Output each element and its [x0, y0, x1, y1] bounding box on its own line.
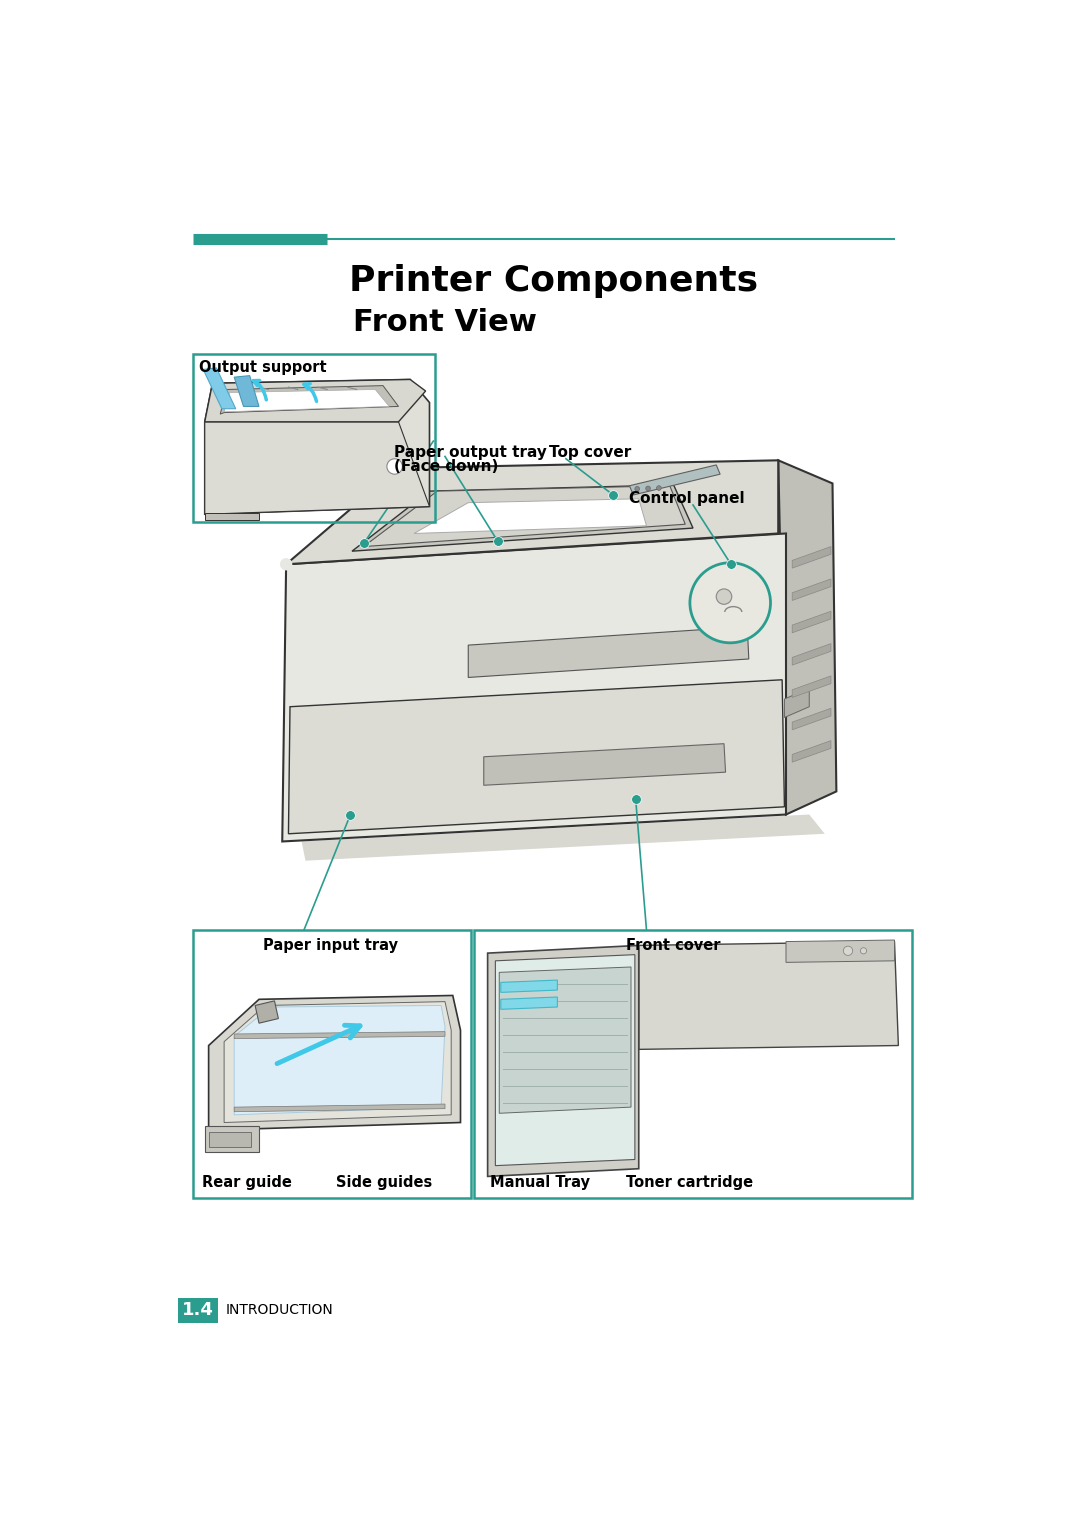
Polygon shape [286, 461, 779, 565]
Circle shape [280, 559, 293, 571]
Polygon shape [793, 578, 831, 600]
Bar [193, 929, 471, 1198]
Polygon shape [205, 421, 430, 514]
Text: Paper input tray: Paper input tray [262, 937, 397, 952]
Polygon shape [225, 1001, 451, 1123]
Text: Printer Components: Printer Components [349, 264, 758, 298]
Polygon shape [793, 676, 831, 697]
Polygon shape [234, 1103, 445, 1112]
Text: Toner cartridge: Toner cartridge [625, 1175, 753, 1190]
Polygon shape [208, 1132, 252, 1148]
Polygon shape [301, 815, 825, 861]
Polygon shape [220, 386, 399, 414]
Polygon shape [499, 967, 631, 1114]
Polygon shape [205, 1126, 259, 1152]
Circle shape [646, 487, 650, 491]
Polygon shape [469, 627, 748, 678]
Polygon shape [208, 995, 460, 1131]
Bar [193, 354, 435, 522]
Polygon shape [414, 499, 647, 534]
Bar [177, 1299, 218, 1323]
Polygon shape [288, 679, 784, 833]
Polygon shape [205, 513, 259, 520]
Polygon shape [779, 461, 836, 815]
Bar [474, 929, 913, 1198]
Text: Front cover: Front cover [625, 937, 720, 952]
Polygon shape [501, 996, 557, 1009]
Text: INTRODUCTION: INTRODUCTION [226, 1303, 334, 1317]
Text: 1.4: 1.4 [181, 1302, 214, 1320]
Polygon shape [484, 743, 726, 786]
Polygon shape [793, 612, 831, 633]
Circle shape [690, 563, 770, 642]
Text: Rear guide: Rear guide [202, 1175, 293, 1190]
Text: (Face down): (Face down) [394, 459, 498, 473]
Polygon shape [205, 380, 426, 421]
Text: Manual Tray: Manual Tray [490, 1175, 590, 1190]
Polygon shape [630, 465, 720, 494]
Text: Paper output tray: Paper output tray [394, 446, 546, 459]
Text: Top cover: Top cover [549, 446, 631, 459]
Text: Output support: Output support [200, 360, 327, 375]
Polygon shape [488, 946, 638, 1177]
Polygon shape [784, 688, 809, 717]
Polygon shape [638, 942, 899, 1050]
Polygon shape [364, 485, 685, 546]
Polygon shape [234, 1032, 445, 1039]
Polygon shape [496, 955, 635, 1166]
Circle shape [843, 946, 852, 955]
Polygon shape [793, 546, 831, 568]
Polygon shape [793, 708, 831, 729]
Text: Side guides: Side guides [337, 1175, 433, 1190]
Polygon shape [282, 534, 786, 841]
Text: Control panel: Control panel [630, 491, 745, 507]
Polygon shape [225, 389, 389, 412]
Polygon shape [234, 375, 259, 406]
Polygon shape [352, 485, 693, 551]
Polygon shape [255, 1001, 279, 1024]
Polygon shape [203, 368, 235, 409]
Polygon shape [205, 380, 430, 514]
Polygon shape [501, 980, 557, 992]
Circle shape [657, 485, 661, 490]
Polygon shape [793, 644, 831, 665]
Circle shape [387, 459, 403, 475]
Circle shape [861, 948, 866, 954]
Text: Front View: Front View [353, 308, 537, 337]
Polygon shape [786, 940, 894, 963]
Polygon shape [793, 740, 831, 761]
Circle shape [716, 589, 732, 604]
Polygon shape [234, 1006, 445, 1116]
Circle shape [635, 487, 639, 491]
